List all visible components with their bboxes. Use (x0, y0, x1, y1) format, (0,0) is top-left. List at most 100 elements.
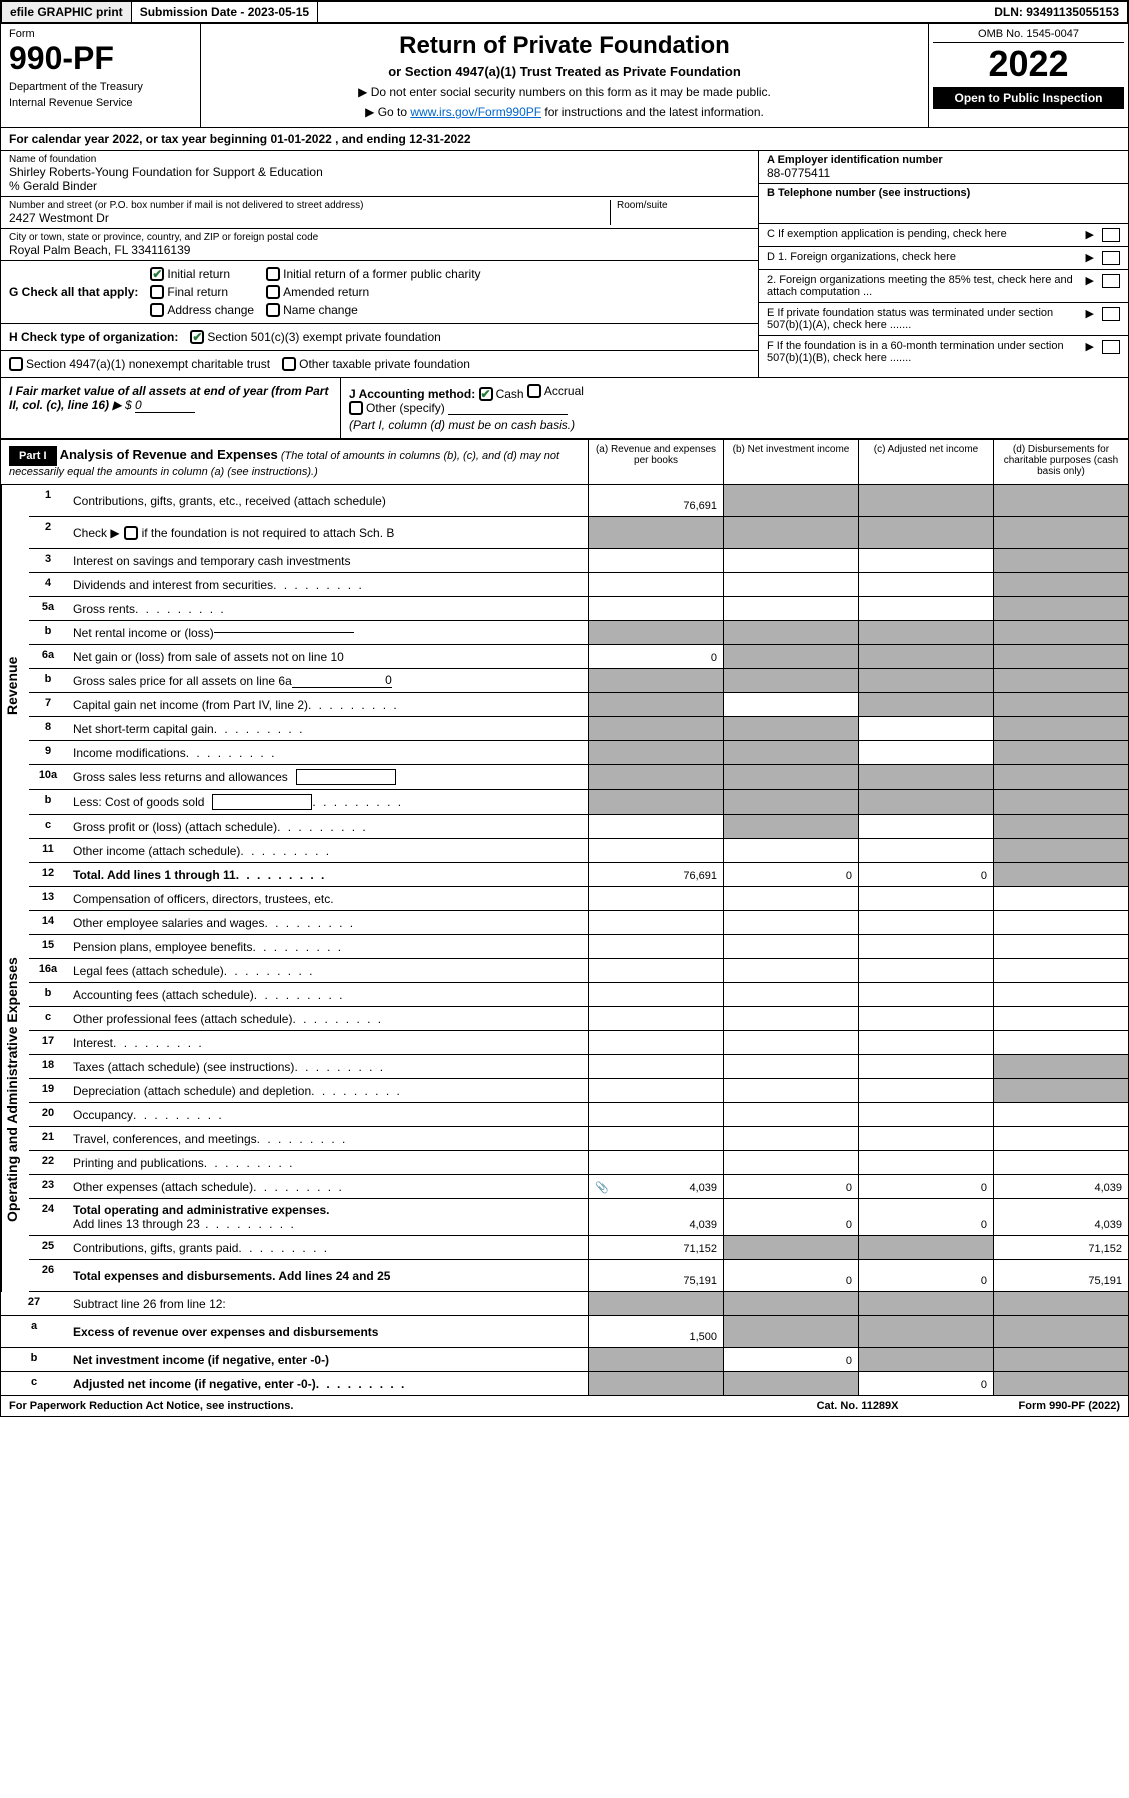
col-d-header: (d) Disbursements for charitable purpose… (993, 440, 1128, 484)
line-7-desc: Capital gain net income (from Part IV, l… (67, 693, 588, 716)
top-bar: efile GRAPHIC print Submission Date - 20… (0, 0, 1129, 24)
line-27b-desc: Net investment income (if negative, ente… (67, 1348, 588, 1371)
accrual-checkbox[interactable] (527, 384, 541, 398)
omb-number: OMB No. 1545-0047 (933, 28, 1124, 43)
g-row: G Check all that apply: Initial return F… (1, 261, 758, 324)
line-2-desc: Check ▶ if the foundation is not require… (67, 517, 588, 548)
col-a-header: (a) Revenue and expenses per books (588, 440, 723, 484)
info-right: A Employer identification number 88-0775… (758, 151, 1128, 377)
h-label: H Check type of organization: (9, 330, 178, 344)
city-label: City or town, state or province, country… (9, 232, 750, 243)
line-12-c: 0 (858, 863, 993, 886)
dln-label: DLN: 93491135055153 (986, 2, 1127, 22)
instr-1: ▶ Do not enter social security numbers o… (209, 85, 920, 99)
line-17-desc: Interest (67, 1031, 588, 1054)
sec4947-checkbox[interactable] (9, 357, 23, 371)
line-27c-desc: Adjusted net income (if negative, enter … (67, 1372, 588, 1395)
form-number: 990-PF (9, 40, 192, 77)
submission-date: Submission Date - 2023-05-15 (132, 2, 318, 22)
footer: For Paperwork Reduction Act Notice, see … (0, 1396, 1129, 1417)
efile-print-button[interactable]: efile GRAPHIC print (2, 2, 132, 22)
line-8-desc: Net short-term capital gain (67, 717, 588, 740)
line-11-desc: Other income (attach schedule) (67, 839, 588, 862)
room-label: Room/suite (617, 200, 750, 211)
line-1-desc: Contributions, gifts, grants, etc., rece… (67, 485, 588, 516)
line-21-desc: Travel, conferences, and meetings (67, 1127, 588, 1150)
line-6a-a: 0 (588, 645, 723, 668)
h-row: H Check type of organization: Section 50… (1, 324, 758, 351)
expenses-section: Operating and Administrative Expenses 13… (0, 887, 1129, 1292)
form-header: Form 990-PF Department of the Treasury I… (0, 24, 1129, 128)
line-4-desc: Dividends and interest from securities (67, 573, 588, 596)
d2-label: 2. Foreign organizations meeting the 85%… (767, 274, 1082, 298)
fmv-value: 0 (135, 398, 195, 413)
care-of: % Gerald Binder (9, 179, 750, 193)
ein-value: 88-0775411 (767, 166, 1120, 180)
line-5b-desc: Net rental income or (loss) (67, 621, 588, 644)
line-10b-desc: Less: Cost of goods sold (67, 790, 588, 814)
line-12-desc: Total. Add lines 1 through 11 (67, 863, 588, 886)
revenue-section: Revenue 1Contributions, gifts, grants, e… (0, 485, 1129, 887)
revenue-side-label: Revenue (1, 485, 29, 887)
e-checkbox[interactable] (1102, 307, 1120, 321)
line-1-a: 76,691 (588, 485, 723, 516)
d1-checkbox[interactable] (1102, 251, 1120, 265)
form-ref: Form 990-PF (2022) (1019, 1400, 1120, 1412)
line-20-desc: Occupancy (67, 1103, 588, 1126)
address-change-checkbox[interactable] (150, 303, 164, 317)
line-3-desc: Interest on savings and temporary cash i… (67, 549, 588, 572)
part1-label: Part I (9, 446, 57, 466)
line-12-a: 76,691 (588, 863, 723, 886)
form-label: Form (9, 28, 192, 40)
i-section: I Fair market value of all assets at end… (1, 378, 341, 438)
address: 2427 Westmont Dr (9, 211, 610, 225)
instr-2: ▶ Go to www.irs.gov/Form990PF for instru… (209, 105, 920, 119)
pra-notice: For Paperwork Reduction Act Notice, see … (9, 1400, 293, 1412)
cash-checkbox[interactable] (479, 387, 493, 401)
attachment-icon[interactable]: 📎 (595, 1181, 609, 1194)
info-grid: Name of foundation Shirley Roberts-Young… (0, 151, 1129, 378)
form-title: Return of Private Foundation (209, 32, 920, 60)
line-26-desc: Total expenses and disbursements. Add li… (67, 1260, 588, 1291)
initial-return-checkbox[interactable] (150, 267, 164, 281)
other-taxable-checkbox[interactable] (282, 357, 296, 371)
line-6a-desc: Net gain or (loss) from sale of assets n… (67, 645, 588, 668)
addr-label: Number and street (or P.O. box number if… (9, 200, 610, 211)
f-checkbox[interactable] (1102, 340, 1120, 354)
line-24-desc: Total operating and administrative expen… (67, 1199, 588, 1235)
line-13-desc: Compensation of officers, directors, tru… (67, 887, 588, 910)
c-checkbox[interactable] (1102, 228, 1120, 242)
tel-label: B Telephone number (see instructions) (767, 187, 1120, 199)
dept-label: Department of the Treasury (9, 81, 192, 93)
info-left: Name of foundation Shirley Roberts-Young… (1, 151, 758, 377)
line-18-desc: Taxes (attach schedule) (see instruction… (67, 1055, 588, 1078)
d2-checkbox[interactable] (1102, 274, 1120, 288)
expenses-side-label: Operating and Administrative Expenses (1, 887, 29, 1292)
line-16b-desc: Accounting fees (attach schedule) (67, 983, 588, 1006)
part1-header: Part I Analysis of Revenue and Expenses … (0, 439, 1129, 485)
amended-return-checkbox[interactable] (266, 285, 280, 299)
line-19-desc: Depreciation (attach schedule) and deple… (67, 1079, 588, 1102)
f-label: F If the foundation is in a 60-month ter… (767, 340, 1082, 364)
e-label: E If private foundation status was termi… (767, 307, 1082, 331)
sec501-checkbox[interactable] (190, 330, 204, 344)
line-5a-desc: Gross rents (67, 597, 588, 620)
name-label: Name of foundation (9, 154, 750, 165)
other-method-checkbox[interactable] (349, 401, 363, 415)
name-change-checkbox[interactable] (266, 303, 280, 317)
ein-label: A Employer identification number (767, 154, 1120, 166)
form-subtitle: or Section 4947(a)(1) Trust Treated as P… (209, 64, 920, 79)
header-middle: Return of Private Foundation or Section … (201, 24, 928, 127)
schb-checkbox[interactable] (124, 526, 138, 540)
calendar-year-row: For calendar year 2022, or tax year begi… (0, 128, 1129, 151)
line-9-desc: Income modifications (67, 741, 588, 764)
cat-number: Cat. No. 11289X (817, 1400, 899, 1412)
initial-former-checkbox[interactable] (266, 267, 280, 281)
header-left: Form 990-PF Department of the Treasury I… (1, 24, 201, 127)
col-b-header: (b) Net investment income (723, 440, 858, 484)
line-6b-desc: Gross sales price for all assets on line… (67, 669, 588, 692)
form-link[interactable]: www.irs.gov/Form990PF (410, 105, 541, 119)
final-return-checkbox[interactable] (150, 285, 164, 299)
d1-label: D 1. Foreign organizations, check here (767, 251, 1082, 263)
line-16c-desc: Other professional fees (attach schedule… (67, 1007, 588, 1030)
